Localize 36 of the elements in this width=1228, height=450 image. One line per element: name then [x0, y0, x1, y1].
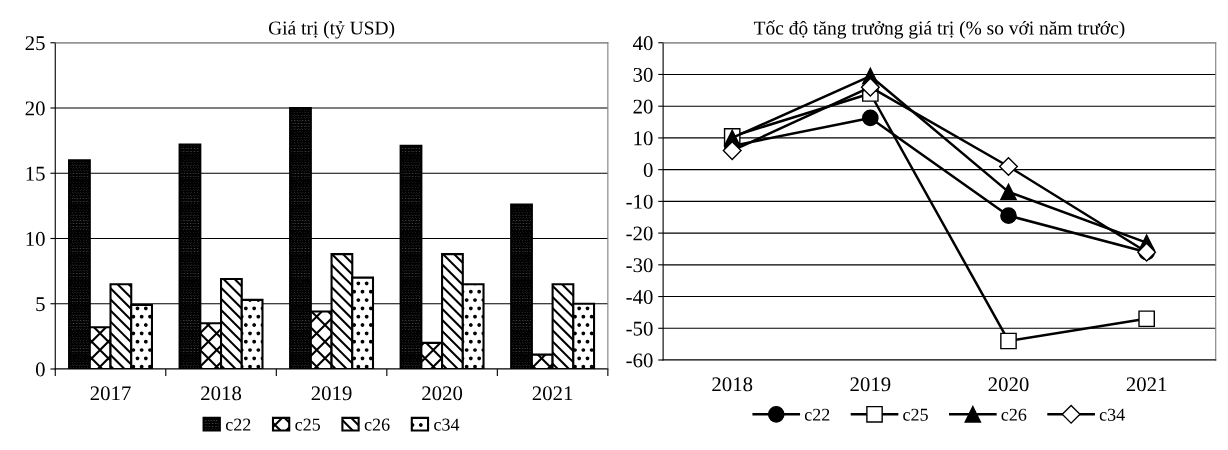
legend-label: c25: [903, 408, 928, 421]
y-tick-label: -40: [626, 289, 653, 304]
y-tick-label: 40: [632, 36, 653, 51]
legend-label: c34: [434, 418, 460, 431]
y-tick-label: 0: [35, 362, 45, 377]
y-tick-label: 20: [25, 101, 45, 116]
x-tick-label: 2020: [988, 377, 1029, 392]
legend-label: c26: [364, 418, 390, 431]
x-tick-label: 2018: [712, 377, 753, 392]
y-tick-label: -50: [626, 321, 653, 336]
y-tick-label: -20: [626, 226, 653, 241]
chart-title: Tốc độ tăng trưởng giá trị (% so với năm trước): [753, 20, 1125, 39]
x-tick-label: 2021: [1126, 377, 1167, 392]
y-tick-label: 25: [25, 36, 45, 51]
x-tick-label: 2019: [311, 386, 352, 401]
x-tick-label: 2021: [532, 386, 573, 401]
chart-title: Giá trị (tỷ USD): [268, 20, 395, 39]
x-tick-label: 2019: [850, 377, 891, 392]
y-tick-label: 10: [634, 131, 653, 146]
y-tick-label: 5: [36, 297, 45, 312]
x-tick-label: 2020: [422, 386, 463, 401]
legend-label: c22: [225, 418, 251, 431]
x-tick-label: 2017: [90, 386, 131, 401]
y-tick-label: 15: [26, 166, 45, 181]
y-tick-label: 10: [26, 231, 45, 246]
y-tick-label: 20: [633, 99, 653, 114]
y-tick-label: -60: [626, 353, 653, 368]
y-tick-label: 0: [643, 163, 653, 178]
x-tick-label: 2018: [201, 386, 242, 401]
y-tick-label: -10: [626, 194, 653, 209]
legend-label: c25: [295, 418, 321, 431]
legend-label: c22: [804, 408, 830, 421]
legend-label: c34: [1099, 408, 1125, 421]
legend-label: c26: [1001, 408, 1027, 421]
y-tick-label: 30: [633, 67, 653, 82]
y-tick-label: -30: [626, 258, 653, 273]
